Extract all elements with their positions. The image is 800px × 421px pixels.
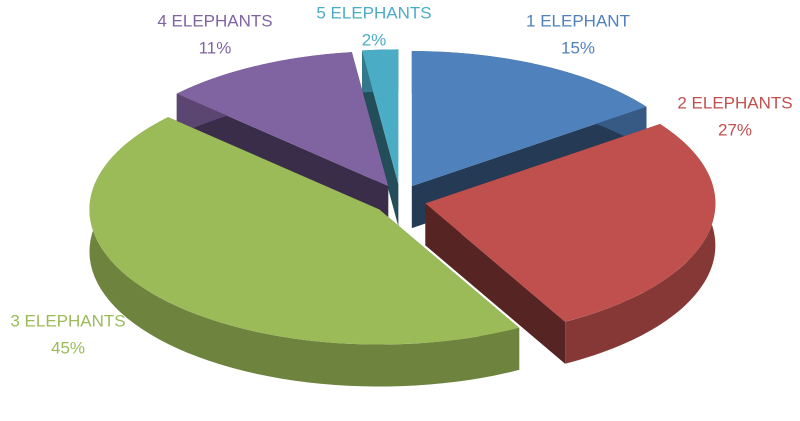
slice-top [362, 49, 399, 185]
category-label: 3 ELEPHANTS [10, 311, 125, 330]
value-label: 15% [561, 38, 595, 57]
slice-rim [89, 117, 520, 387]
slice [89, 117, 520, 387]
slice-rim [565, 124, 716, 364]
slice-top [425, 124, 716, 322]
slice-top [89, 117, 520, 345]
category-label: 2 ELEPHANTS [677, 93, 792, 112]
slice [425, 124, 716, 364]
slice-top [411, 51, 647, 187]
slice-side [362, 50, 399, 227]
category-label: 1 ELEPHANT [526, 11, 630, 30]
category-label: 4 ELEPHANTS [157, 11, 272, 30]
value-label: 27% [718, 120, 752, 139]
category-label: 5 ELEPHANTS [316, 3, 431, 22]
value-label: 2% [362, 30, 387, 49]
value-label: 11% [199, 38, 232, 57]
slice-top [176, 52, 389, 187]
slice [362, 49, 399, 227]
slice-side [425, 203, 566, 364]
value-label: 45% [51, 338, 85, 357]
